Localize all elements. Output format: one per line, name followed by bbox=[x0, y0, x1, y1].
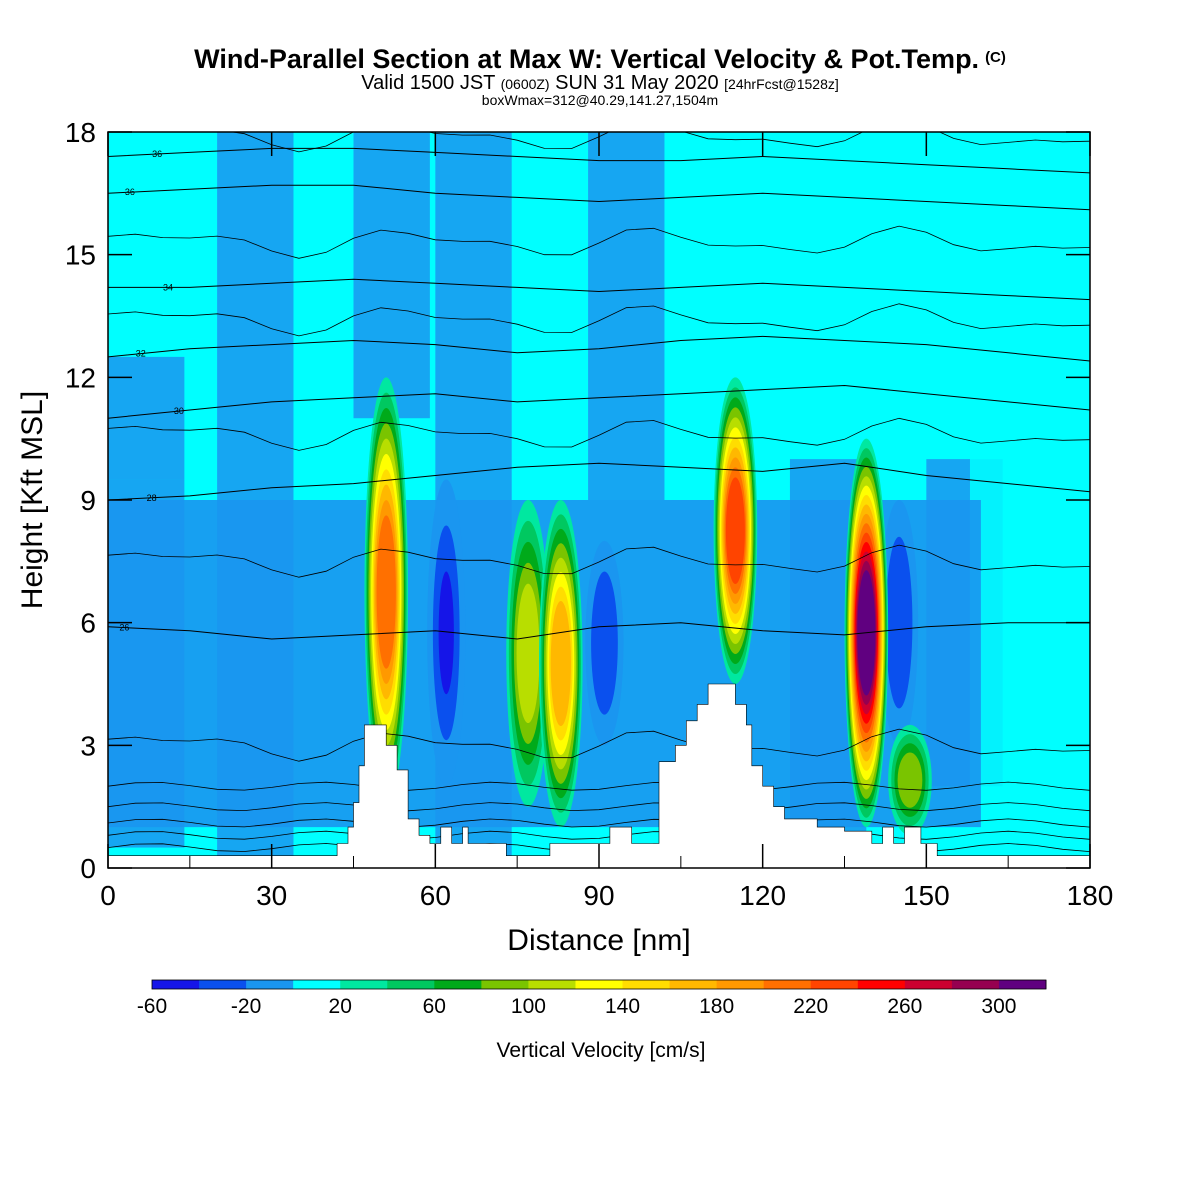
colorbar-label: -20 bbox=[231, 995, 261, 1018]
downdraft-core bbox=[438, 571, 454, 695]
colorbar-swatch bbox=[763, 980, 812, 989]
descent-band bbox=[588, 132, 665, 500]
colorbar-swatch bbox=[293, 980, 341, 989]
updraft-core bbox=[516, 583, 540, 724]
theta-contour bbox=[108, 303, 1090, 337]
y-tick-label: 18 bbox=[65, 117, 96, 148]
colorbar-swatch bbox=[199, 980, 247, 989]
descent-band bbox=[353, 132, 430, 419]
colorbar-swatch bbox=[669, 980, 718, 989]
chart-title: Wind-Parallel Section at Max W: Vertical… bbox=[0, 44, 1200, 75]
y-tick-label: 6 bbox=[80, 608, 96, 639]
y-tick-label: 12 bbox=[65, 362, 96, 393]
colorbar-swatch bbox=[951, 980, 1000, 989]
theta-contour bbox=[108, 335, 1090, 362]
descent-band bbox=[108, 356, 185, 480]
theta-contour bbox=[108, 781, 1090, 791]
theta-contour bbox=[108, 830, 1090, 840]
colorbar-swatch bbox=[528, 980, 576, 989]
colorbar-swatch bbox=[810, 980, 859, 989]
colorbar-frame bbox=[151, 979, 1047, 990]
velocity-field: 26 28 30 32 34 36 36 bbox=[108, 132, 1090, 868]
colorbar-swatch bbox=[716, 980, 765, 989]
y-tick-label: 3 bbox=[80, 730, 96, 761]
colorbar-swatch bbox=[857, 980, 906, 989]
y-tick-label: 9 bbox=[80, 485, 96, 516]
title-text: Wind-Parallel Section at Max W: Vertical… bbox=[194, 44, 980, 74]
contour-label: 34 bbox=[163, 282, 173, 292]
downdraft-core bbox=[591, 571, 618, 715]
colorbar-swatch bbox=[152, 980, 200, 989]
valid-fcst: [24hrFcst@1528z] bbox=[724, 76, 839, 92]
x-tick-label: 90 bbox=[583, 880, 614, 911]
colorbar-label: 100 bbox=[511, 995, 546, 1018]
theta-contour bbox=[108, 622, 1090, 640]
colorbar-title: Vertical Velocity [cm/s] bbox=[497, 1039, 706, 1062]
valid-date: SUN 31 May 2020 bbox=[555, 72, 719, 94]
x-tick-label: 30 bbox=[256, 880, 287, 911]
updraft-core bbox=[897, 752, 923, 808]
updraft-core bbox=[550, 601, 571, 727]
y-tick-label: 15 bbox=[65, 240, 96, 271]
y-tick-label: 0 bbox=[80, 853, 96, 884]
theta-contour bbox=[108, 278, 1090, 301]
downdraft-core bbox=[885, 536, 913, 709]
contour-label: 28 bbox=[147, 493, 157, 503]
colorbar-label: 20 bbox=[329, 995, 352, 1018]
theta-contour bbox=[108, 544, 1090, 578]
colorbar-label: 220 bbox=[793, 995, 828, 1018]
x-tick-label: 60 bbox=[420, 880, 451, 911]
colorbar-swatch bbox=[246, 980, 294, 989]
colorbar-label: 60 bbox=[423, 995, 446, 1018]
colorbar-swatch bbox=[434, 980, 482, 989]
colorbar-label: -60 bbox=[137, 995, 167, 1018]
theta-contour bbox=[108, 802, 1090, 812]
updraft-core bbox=[725, 477, 745, 584]
theta-contour bbox=[108, 818, 1090, 828]
theta-contour bbox=[108, 384, 1090, 419]
chart-subtitle: Valid 1500 JST (0600Z) SUN 31 May 2020 [… bbox=[0, 72, 1200, 95]
colorbar-swatch bbox=[387, 980, 435, 989]
valid-pre: Valid 1500 JST bbox=[361, 72, 496, 94]
x-axis-title: Distance [nm] bbox=[507, 924, 690, 957]
theta-contour bbox=[108, 417, 1090, 451]
theta-contour bbox=[108, 462, 1090, 501]
colorbar-swatch bbox=[622, 980, 671, 989]
colorbar-swatch bbox=[481, 980, 529, 989]
box-info: boxWmax=312@40.29,141.27,1504m bbox=[481, 92, 719, 108]
y-axis-title: Height [Kft MSL] bbox=[16, 391, 49, 609]
contour-label: 26 bbox=[119, 623, 129, 633]
colorbar-swatch bbox=[998, 980, 1047, 989]
contour-label: 36 bbox=[125, 187, 135, 197]
colorbar-label: 180 bbox=[699, 995, 734, 1018]
x-tick-label: 150 bbox=[903, 880, 950, 911]
x-tick-label: 180 bbox=[1067, 880, 1114, 911]
updraft-core bbox=[376, 515, 396, 669]
x-tick-label: 120 bbox=[739, 880, 786, 911]
theta-contour bbox=[108, 728, 1090, 762]
theta-contour bbox=[108, 225, 1090, 259]
theta-contour bbox=[108, 184, 1090, 211]
colorbar-swatch bbox=[575, 980, 624, 989]
contour-label: 32 bbox=[136, 349, 146, 359]
colorbar-swatch bbox=[340, 980, 388, 989]
title-mark: (C) bbox=[985, 49, 1006, 66]
colorbar-label: 260 bbox=[887, 995, 922, 1018]
x-tick-label: 0 bbox=[100, 880, 116, 911]
contour-label: 36 bbox=[152, 149, 162, 159]
colorbar-swatch bbox=[904, 980, 953, 989]
colorbar-label: 300 bbox=[981, 995, 1016, 1018]
valid-utc: (0600Z) bbox=[500, 76, 550, 92]
colorbar-label: 140 bbox=[605, 995, 640, 1018]
contour-label: 30 bbox=[174, 406, 184, 416]
terrain bbox=[108, 683, 1090, 868]
